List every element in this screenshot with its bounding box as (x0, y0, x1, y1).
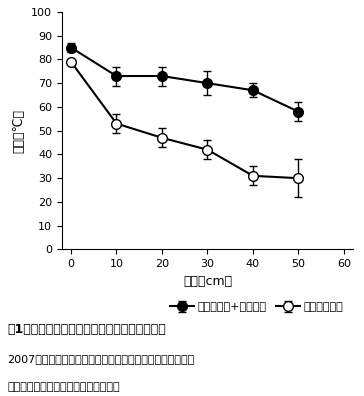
Legend: 透水性改善+熱水処理, 熱水処理のみ: 透水性改善+熱水処理, 熱水処理のみ (166, 298, 348, 317)
Text: 2007年４月５～６日に熱水処理して、５日後までの各深度: 2007年４月５～６日に熱水処理して、５日後までの各深度 (7, 354, 194, 364)
Y-axis label: 地温（℃）: 地温（℃） (13, 109, 25, 153)
Text: の最高到達温度。誤差線は標準誤差。: の最高到達温度。誤差線は標準誤差。 (7, 382, 120, 392)
Text: 図1　　熱水処理時の各土壌深度における地温: 図1 熱水処理時の各土壌深度における地温 (7, 323, 166, 336)
X-axis label: 深さ（cm）: 深さ（cm） (183, 275, 232, 288)
